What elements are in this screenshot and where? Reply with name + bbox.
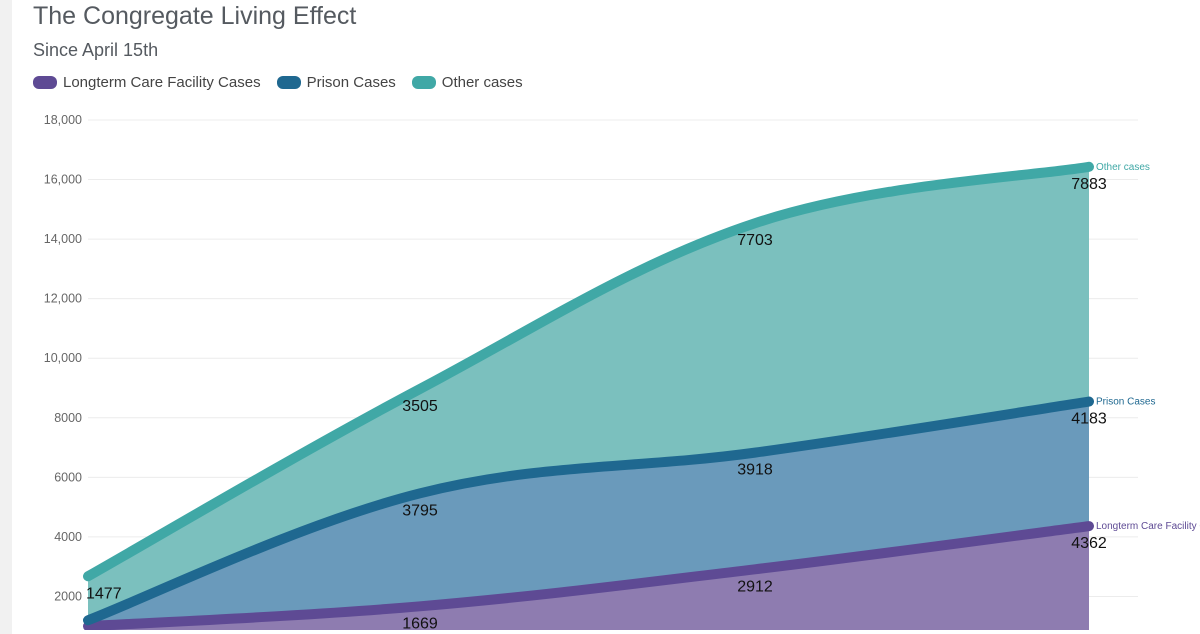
legend-item-prison[interactable]: Prison Cases	[276, 74, 396, 91]
end-point-prison[interactable]	[1085, 397, 1093, 406]
line-prison[interactable]	[83, 396, 1094, 626]
data-label-longterm: 1669	[402, 615, 438, 630]
y-tick-label: 2000	[54, 589, 82, 603]
legend-label-other: Other cases	[441, 74, 523, 91]
area-fills	[88, 166, 1089, 630]
legend: Longterm Care Facility Cases Prison Case…	[33, 74, 523, 91]
line-longterm[interactable]	[83, 521, 1094, 630]
area-other	[88, 166, 1089, 621]
data-label-prison: 3918	[737, 462, 773, 479]
y-tick-label: 10,000	[44, 351, 82, 365]
y-tick-label: 14,000	[44, 232, 82, 246]
legend-item-longterm[interactable]: Longterm Care Facility Cases	[33, 74, 261, 91]
y-tick-label: 4000	[54, 530, 82, 544]
data-label-other: 7703	[737, 232, 773, 249]
area-prison	[88, 401, 1089, 627]
data-label-other: 1477	[86, 585, 122, 602]
legend-label-prison: Prison Cases	[306, 74, 396, 91]
end-label-longterm: Longterm Care Facility C	[1096, 521, 1200, 532]
data-labels: 1669 2912 4362 3795 3918 4183 1477 3505 7703 7883	[86, 176, 1107, 630]
y-tick-label: 16,000	[44, 173, 82, 187]
data-label-prison: 4183	[1071, 411, 1107, 428]
legend-item-other[interactable]: Other cases	[411, 74, 523, 91]
end-label-prison: Prison Cases	[1096, 397, 1155, 408]
legend-swatch-longterm	[33, 76, 57, 89]
chart-title: The Congregate Living Effect	[33, 2, 357, 30]
area-longterm	[88, 526, 1089, 630]
series-lines	[83, 161, 1094, 630]
data-label-longterm: 2912	[737, 578, 773, 595]
y-tick-label: 18,000	[44, 113, 82, 127]
y-tick-label: 8000	[54, 411, 82, 425]
data-label-longterm: 4362	[1071, 535, 1107, 552]
y-tick-label: 6000	[54, 470, 82, 484]
end-point-other[interactable]	[1085, 162, 1093, 171]
data-label-prison: 3795	[402, 502, 438, 519]
end-labels: Longterm Care Facility C Prison Cases Othe…	[1096, 162, 1200, 532]
data-label-other: 3505	[402, 398, 438, 415]
end-point-longterm[interactable]	[1085, 522, 1093, 531]
y-tick-label: 12,000	[44, 292, 82, 306]
legend-label-longterm: Longterm Care Facility Cases	[63, 74, 261, 91]
data-label-other: 7883	[1071, 176, 1107, 193]
line-other[interactable]	[83, 161, 1094, 582]
y-axis-ticks: 2000 4000 6000 8000 10,000 12,000 14,000 16,000…	[44, 113, 82, 603]
legend-swatch-prison	[276, 76, 301, 89]
legend-swatch-other	[411, 76, 436, 89]
chart-subtitle: Since April 15th	[33, 40, 159, 60]
end-label-other: Other cases	[1096, 162, 1150, 173]
